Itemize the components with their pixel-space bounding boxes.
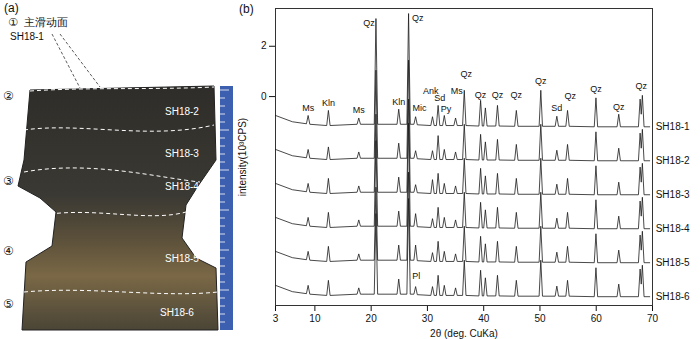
svg-text:2θ (deg. CuKa): 2θ (deg. CuKa) (430, 328, 498, 339)
svg-text:20: 20 (366, 313, 378, 324)
svg-text:①: ① (8, 16, 18, 28)
svg-text:③: ③ (3, 174, 14, 188)
svg-text:3: 3 (273, 313, 279, 324)
svg-text:Qz: Qz (492, 90, 504, 100)
svg-text:Ms: Ms (451, 86, 463, 96)
svg-text:Mic: Mic (413, 103, 427, 113)
svg-text:Pl: Pl (412, 271, 420, 281)
svg-text:Sd: Sd (434, 93, 445, 103)
svg-text:70: 70 (647, 313, 659, 324)
svg-text:Qz: Qz (460, 69, 472, 79)
svg-text:Qz: Qz (590, 84, 602, 94)
svg-text:④: ④ (3, 244, 14, 258)
svg-text:Py: Py (441, 104, 452, 114)
html-text:(b): (b) (239, 2, 254, 16)
svg-text:SH18-5: SH18-5 (165, 253, 199, 264)
svg-text:SH18-3: SH18-3 (165, 148, 199, 159)
svg-text:Ms: Ms (353, 105, 365, 115)
svg-text:Sd: Sd (551, 103, 562, 113)
svg-text:Qz: Qz (475, 90, 487, 100)
svg-text:②: ② (3, 89, 14, 103)
svg-text:10: 10 (309, 313, 321, 324)
svg-text:SH18-6: SH18-6 (656, 291, 690, 302)
svg-text:SH18-2: SH18-2 (656, 155, 690, 166)
svg-text:0: 0 (261, 91, 267, 102)
svg-text:SH18-3: SH18-3 (656, 189, 690, 200)
svg-text:主滑动面: 主滑动面 (24, 16, 68, 28)
svg-text:Qz: Qz (511, 90, 523, 100)
svg-text:SH18-6: SH18-6 (160, 307, 194, 318)
svg-text:SH18-5: SH18-5 (656, 257, 690, 268)
svg-text:2: 2 (261, 40, 267, 51)
svg-text:SH18-1: SH18-1 (656, 121, 690, 132)
svg-text:(a): (a) (4, 1, 19, 15)
svg-text:Kln: Kln (322, 98, 335, 108)
svg-text:40: 40 (478, 313, 490, 324)
svg-text:SH18-4: SH18-4 (656, 223, 690, 234)
svg-text:Ank: Ank (423, 86, 439, 97)
svg-text:Qz: Qz (535, 76, 547, 86)
svg-text:Qz: Qz (613, 102, 625, 112)
svg-text:50: 50 (534, 313, 546, 324)
svg-text:60: 60 (591, 313, 603, 324)
svg-text:intensity(10³CPS): intensity(10³CPS) (237, 118, 248, 196)
svg-text:Qz: Qz (412, 13, 424, 23)
svg-text:SH18-4: SH18-4 (165, 181, 199, 192)
svg-text:Qz: Qz (565, 91, 577, 101)
svg-text:Kln: Kln (392, 97, 405, 107)
svg-text:Qz: Qz (635, 81, 647, 91)
svg-text:Qz: Qz (363, 18, 375, 28)
svg-text:30: 30 (422, 313, 434, 324)
svg-text:⑤: ⑤ (3, 297, 14, 311)
svg-text:SH18-2: SH18-2 (165, 106, 199, 117)
svg-text:Ms: Ms (302, 103, 314, 113)
svg-text:SH18-1: SH18-1 (10, 31, 44, 42)
